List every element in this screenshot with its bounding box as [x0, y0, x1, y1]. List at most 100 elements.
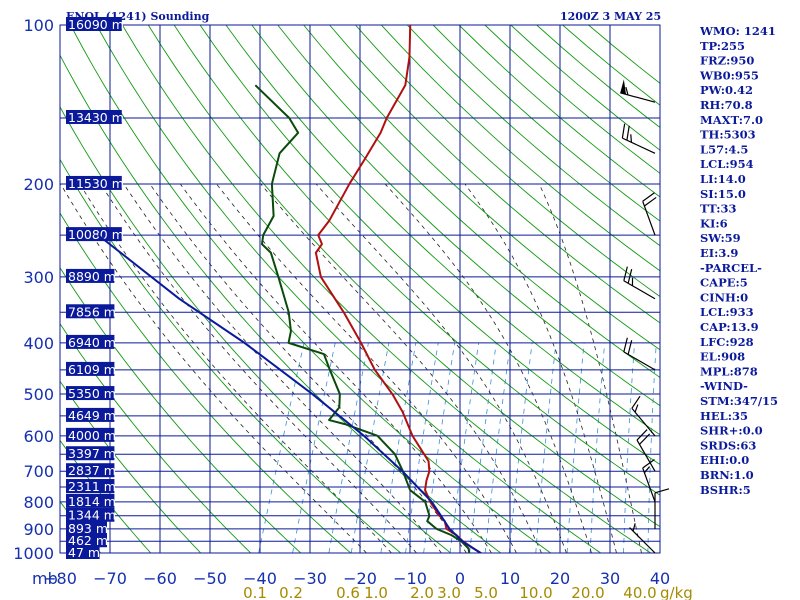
- index-item: L57:4.5: [700, 142, 748, 156]
- height-label-box: [66, 463, 115, 478]
- wind-barb: [642, 458, 656, 503]
- height-label: 2311 m: [68, 479, 116, 494]
- temperature-tick-label: −80: [43, 569, 77, 588]
- wind-barb: [623, 266, 656, 300]
- wind-barb: [620, 79, 656, 103]
- index-item: EHI:0.0: [700, 453, 749, 467]
- pressure-tick-label: 1000: [13, 544, 54, 563]
- moist-adiabat-line: [123, 183, 442, 553]
- index-item: TP:255: [700, 39, 745, 53]
- height-label-box: [66, 507, 115, 522]
- temperature-tick-label: −50: [193, 569, 227, 588]
- wind-barb: [654, 488, 670, 529]
- wind-barb: [642, 192, 657, 236]
- temperature-tick-label: 10: [500, 569, 520, 588]
- pressure-tick-label: 800: [23, 493, 54, 512]
- index-item: CINH:0: [700, 290, 748, 304]
- index-item: TT:33: [700, 202, 737, 216]
- wind-barb: [631, 395, 656, 437]
- height-label-box: [66, 175, 122, 190]
- height-label: 4000 m: [68, 428, 116, 443]
- pressure-tick-label: 600: [23, 427, 54, 446]
- index-item: KI:6: [700, 216, 728, 230]
- mixing-ratio-label: 40.0: [623, 584, 656, 600]
- wind-barb: [623, 337, 656, 371]
- index-item: BSHR:5: [700, 483, 751, 497]
- wind-barb: [636, 429, 656, 472]
- temperature-tick-label: 30: [600, 569, 620, 588]
- temperature-tick-label: 20: [550, 569, 570, 588]
- mixing-ratio-label: 0.1: [243, 584, 267, 600]
- height-label-box: [66, 109, 122, 124]
- index-item: SHR+:0.0: [700, 424, 763, 438]
- index-item: WMO: 1241: [699, 24, 776, 38]
- mixing-ratio-unit: g/kg: [660, 584, 693, 600]
- mixing-ratio-label: 10.0: [519, 584, 552, 600]
- moist-adiabat-line: [538, 183, 642, 553]
- dewpoint-profile: [254, 84, 471, 553]
- height-label: 8890 m: [68, 269, 116, 284]
- height-label: 2837 m: [68, 463, 116, 478]
- temperature-tick-label: −60: [143, 569, 177, 588]
- index-item: -PARCEL-: [700, 261, 762, 275]
- index-item: LCL:933: [700, 305, 754, 319]
- height-label: 11530 m: [68, 176, 124, 191]
- height-label-box: [66, 493, 115, 508]
- height-label-box: [66, 304, 115, 319]
- height-label-box: [66, 533, 107, 548]
- index-item: WB0:955: [699, 68, 759, 82]
- temperature-tick-label: 0: [455, 569, 465, 588]
- index-item: MPL:878: [700, 364, 758, 378]
- height-label: 1814 m: [68, 494, 116, 509]
- index-item: PW:0.42: [700, 83, 753, 97]
- pressure-tick-label: 400: [23, 334, 54, 353]
- height-label-box: [66, 407, 115, 422]
- index-item: MAXT:7.0: [700, 113, 763, 127]
- mixing-ratio-label: 1.0: [364, 584, 388, 600]
- temperature-tick-label: −20: [343, 569, 377, 588]
- index-item: LI:14.0: [700, 172, 746, 186]
- temperature-tick-label: −70: [93, 569, 127, 588]
- pressure-tick-label: 100: [23, 16, 54, 35]
- wind-barbs: [620, 79, 670, 554]
- index-item: HEL:35: [700, 409, 748, 423]
- height-label: 893 m: [68, 521, 108, 536]
- height-label-box: [66, 386, 115, 401]
- index-item: FRZ:950: [700, 54, 754, 68]
- mixing-ratio-label: 20.0: [571, 584, 604, 600]
- index-item: RH:70.8: [700, 98, 753, 112]
- height-label: 1344 m: [68, 508, 116, 523]
- height-label-box: [66, 17, 122, 31]
- mixing-ratio-label: 5.0: [474, 584, 498, 600]
- index-item: SI:15.0: [700, 187, 746, 201]
- valid-time: 1200Z 3 MAY 25: [560, 10, 661, 23]
- height-label-box: [66, 427, 115, 442]
- stability-indices: WMO: 1241TP:255FRZ:950WB0:955PW:0.42RH:7…: [699, 24, 778, 497]
- height-label: 6109 m: [68, 362, 116, 377]
- pressure-tick-label: 900: [23, 520, 54, 539]
- chart-header: ENOL (1241) Sounding 1200Z 3 MAY 25: [66, 10, 661, 23]
- mixing-ratio-label: 0.2: [279, 584, 303, 600]
- pressure-tick-label: 300: [23, 268, 54, 287]
- index-item: CAPE:5: [700, 276, 748, 290]
- height-label: 3397 m: [68, 446, 116, 461]
- index-item: LCL:954: [700, 157, 754, 171]
- height-label-box: [66, 545, 100, 559]
- grid: [59, 24, 661, 554]
- height-label: 6940 m: [68, 335, 116, 350]
- station-title: ENOL (1241) Sounding: [66, 10, 210, 23]
- index-item: STM:347/15: [700, 394, 778, 408]
- index-item: CAP:13.9: [700, 320, 759, 334]
- wind-barb: [629, 523, 656, 554]
- temperature-tick-label: −10: [393, 569, 427, 588]
- moist-adiabat-line: [384, 183, 592, 553]
- wind-barb: [621, 123, 656, 154]
- height-label: 47 m: [68, 545, 100, 560]
- pressure-unit-label: mb: [32, 569, 58, 588]
- mixing-ratio-label: 3.0: [437, 584, 461, 600]
- temperature-tick-label: −30: [293, 569, 327, 588]
- index-item: LFC:928: [700, 335, 754, 349]
